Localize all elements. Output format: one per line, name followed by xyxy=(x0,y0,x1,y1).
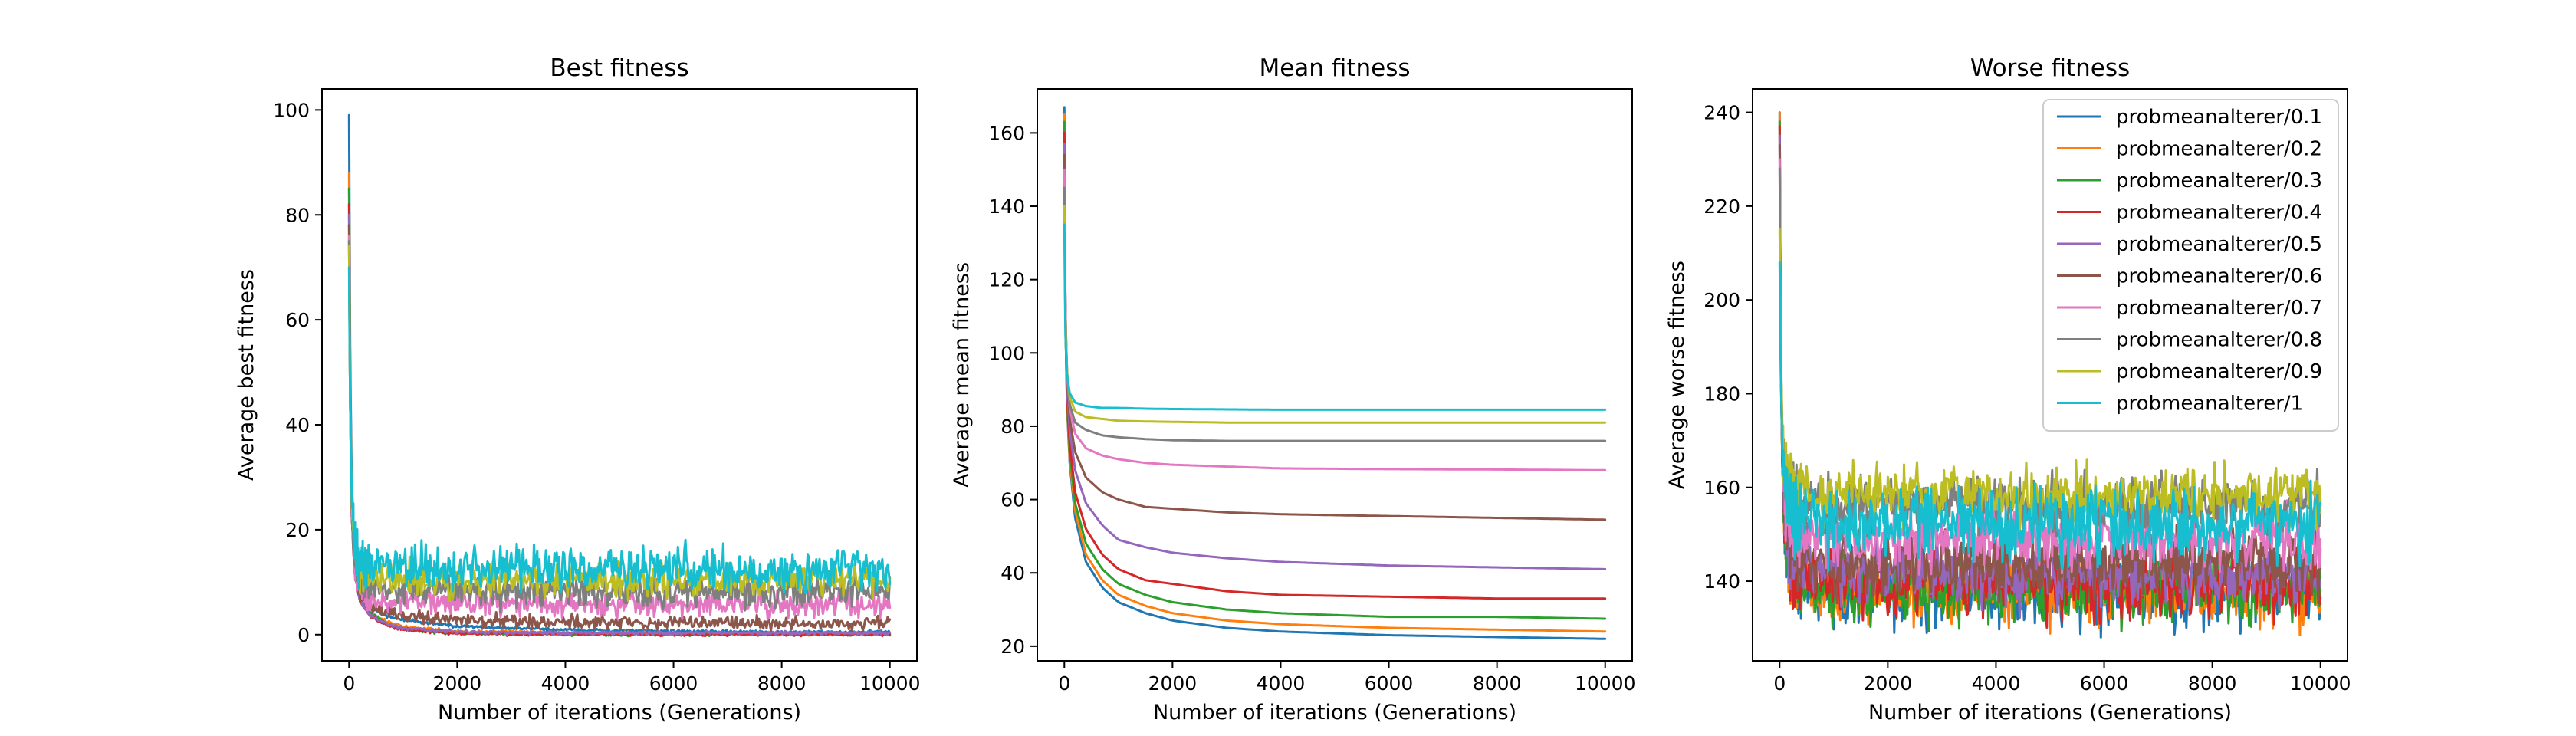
y-tick-label: 40 xyxy=(1001,562,1025,584)
series-line-probmeanalterer-0-5 xyxy=(347,213,892,636)
x-tick-label: 8000 xyxy=(2188,672,2237,695)
plot-frame xyxy=(1752,88,2348,662)
x-ticks: 0 2000 4000 6000 8000 10000 xyxy=(1773,661,2351,695)
y-axis-label: Average mean fitness xyxy=(950,262,974,488)
series-line-probmeanalterer-1 xyxy=(1778,261,2322,572)
x-tick-label: 0 xyxy=(343,672,355,695)
x-tick-label: 0 xyxy=(1773,672,1786,695)
y-tick-label: 160 xyxy=(988,122,1025,144)
y-ticks: 20 40 60 80 100 120 140 160 xyxy=(988,122,1037,658)
mean-fitness-chart: Mean fitness Number of iterations (Gener… xyxy=(950,54,1635,724)
y-tick-label: 200 xyxy=(1704,289,1740,311)
x-tick-label: 2000 xyxy=(1864,672,1913,695)
y-tick-label: 100 xyxy=(273,99,310,121)
chart-title: Best fitness xyxy=(550,54,688,82)
y-tick-label: 140 xyxy=(988,196,1025,218)
y-tick-label: 60 xyxy=(285,309,310,331)
plot-frame xyxy=(1037,88,1633,662)
series-line-probmeanalterer-0-4 xyxy=(1063,131,1607,600)
x-tick-label: 10000 xyxy=(1575,672,1636,695)
chart-title: Worse fitness xyxy=(1970,54,2130,82)
x-tick-label: 4000 xyxy=(541,672,590,695)
legend-label: probmeanalterer/0.5 xyxy=(2116,233,2322,256)
x-tick-label: 6000 xyxy=(2080,672,2129,695)
plot-frame xyxy=(321,88,918,662)
y-ticks: 140 160 180 200 220 240 xyxy=(1704,102,1753,593)
legend-label: probmeanalterer/0.4 xyxy=(2116,202,2322,225)
series-line-probmeanalterer-1 xyxy=(347,266,892,594)
y-tick-label: 100 xyxy=(988,342,1025,364)
series-line-probmeanalterer-0-5 xyxy=(1063,143,1607,570)
x-ticks: 0 2000 4000 6000 8000 10000 xyxy=(1058,661,1635,695)
y-tick-label: 120 xyxy=(988,269,1025,291)
worse-fitness-chart: Worse fitness Number of iterations (Gene… xyxy=(1665,54,2351,724)
x-axis-label: Number of iterations (Generations) xyxy=(1153,701,1516,724)
x-tick-label: 4000 xyxy=(1972,672,2021,695)
x-tick-label: 10000 xyxy=(859,672,921,695)
x-axis-label: Number of iterations (Generations) xyxy=(1868,701,2232,724)
y-tick-label: 80 xyxy=(1001,416,1025,438)
y-axis-label: Average best fitness xyxy=(235,269,258,481)
series-layer xyxy=(1778,111,2322,639)
x-tick-label: 6000 xyxy=(649,672,698,695)
y-tick-label: 160 xyxy=(1704,477,1740,499)
x-tick-label: 8000 xyxy=(1473,672,1522,695)
x-axis-label: Number of iterations (Generations) xyxy=(438,701,801,724)
legend-label: probmeanalterer/1 xyxy=(2116,393,2303,416)
x-tick-label: 0 xyxy=(1058,672,1070,695)
x-tick-label: 4000 xyxy=(1257,672,1306,695)
legend-box xyxy=(2042,99,2339,432)
legend-label: probmeanalterer/0.7 xyxy=(2116,297,2322,320)
legend-label: probmeanalterer/0.6 xyxy=(2116,265,2322,288)
x-tick-label: 2000 xyxy=(1148,672,1198,695)
legend-label: probmeanalterer/0.2 xyxy=(2116,138,2322,161)
y-axis-label: Average worse fitness xyxy=(1665,261,1689,489)
x-ticks: 0 2000 4000 6000 8000 10000 xyxy=(343,661,920,695)
legend-label: probmeanalterer/0.9 xyxy=(2116,360,2322,383)
legend-label: probmeanalterer/0.8 xyxy=(2116,329,2322,352)
y-tick-label: 20 xyxy=(1001,636,1025,658)
series-line-probmeanalterer-0-9 xyxy=(1063,205,1607,424)
y-tick-label: 240 xyxy=(1704,102,1740,124)
y-tick-label: 180 xyxy=(1704,383,1740,405)
x-tick-label: 6000 xyxy=(1365,672,1414,695)
y-tick-label: 40 xyxy=(285,414,310,436)
x-tick-label: 10000 xyxy=(2290,672,2351,695)
legend-entries: probmeanalterer/0.1 probmeanalterer/0.2 pr… xyxy=(2057,106,2322,416)
y-tick-label: 220 xyxy=(1704,196,1740,218)
series-line-probmeanalterer-0-6 xyxy=(1063,153,1607,521)
y-tick-label: 0 xyxy=(297,624,310,646)
y-tick-label: 140 xyxy=(1704,570,1740,593)
legend-label: probmeanalterer/0.1 xyxy=(2116,106,2322,129)
y-tick-label: 20 xyxy=(285,519,310,541)
series-line-probmeanalterer-0-8 xyxy=(1063,186,1607,442)
series-line-probmeanalterer-0-7 xyxy=(347,235,892,621)
chart-title: Mean fitness xyxy=(1259,54,1410,82)
y-ticks: 0 20 40 60 80 100 xyxy=(273,99,322,646)
legend-label: probmeanalterer/0.3 xyxy=(2116,169,2322,192)
x-tick-label: 8000 xyxy=(757,672,807,695)
legend: probmeanalterer/0.1 probmeanalterer/0.2 pr… xyxy=(2042,99,2339,432)
y-tick-label: 60 xyxy=(1001,489,1025,511)
series-layer xyxy=(1063,106,1607,640)
series-line-probmeanalterer-1 xyxy=(1063,223,1607,411)
series-layer xyxy=(347,113,892,638)
y-tick-label: 80 xyxy=(285,204,310,226)
best-fitness-chart: Best fitness Number of iterations (Gener… xyxy=(235,54,920,724)
x-tick-label: 2000 xyxy=(433,672,482,695)
series-line-probmeanalterer-0-7 xyxy=(1063,168,1607,472)
